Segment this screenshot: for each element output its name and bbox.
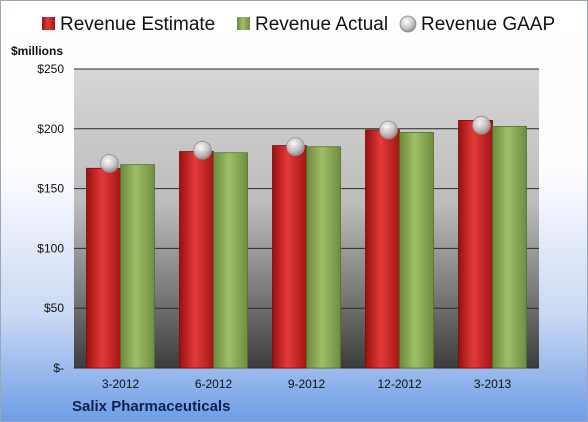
- legend-item-gaap: Revenue GAAP: [399, 14, 555, 35]
- y-tick-label: $100: [37, 241, 64, 255]
- bar-revenue-estimate: [86, 167, 121, 369]
- legend-label-actual: Revenue Actual: [255, 14, 388, 35]
- company-name: Salix Pharmaceuticals: [72, 398, 230, 415]
- legend-swatch-gaap: [399, 15, 417, 33]
- y-tick-label: $200: [37, 122, 64, 136]
- bar-revenue-actual: [306, 146, 341, 369]
- marker-revenue-gaap: [286, 137, 305, 157]
- x-tick-label: 3-2012: [102, 377, 140, 391]
- legend-swatch-estimate: [42, 17, 55, 30]
- bar-revenue-actual: [399, 131, 434, 369]
- marker-revenue-gaap: [472, 115, 491, 135]
- marker-revenue-gaap: [193, 140, 212, 160]
- y-tick-label: $50: [44, 301, 64, 315]
- marker-revenue-gaap: [379, 120, 398, 140]
- y-tick-label: $150: [37, 182, 64, 196]
- bar-revenue-estimate: [272, 145, 307, 369]
- bar-revenue-estimate: [365, 129, 400, 369]
- legend-swatch-actual: [237, 17, 250, 30]
- x-tick-label: 6-2012: [195, 377, 233, 391]
- gaap-markers-layer: [100, 115, 491, 173]
- bar-revenue-estimate: [179, 151, 214, 369]
- x-axis: 3-2012 6-2012 9-2012 12-2012 3-2013: [102, 377, 512, 391]
- y-tick-label: $-: [53, 361, 64, 375]
- legend-label-estimate: Revenue Estimate: [60, 14, 215, 35]
- y-axis: $- $50 $100 $150 $200 $250: [37, 62, 64, 375]
- x-tick-label: 9-2012: [288, 377, 326, 391]
- y-unit-label: $millions: [11, 44, 63, 58]
- legend: Revenue Estimate Revenue Actual Revenue …: [42, 14, 555, 35]
- legend-item-actual: Revenue Actual: [237, 14, 388, 35]
- y-tick-label: $250: [37, 62, 64, 76]
- legend-label-gaap: Revenue GAAP: [421, 14, 555, 35]
- bar-revenue-actual: [120, 164, 155, 369]
- x-tick-label: 3-2013: [474, 377, 512, 391]
- bars-layer: [86, 120, 527, 369]
- bar-revenue-actual: [213, 152, 248, 369]
- marker-revenue-gaap: [100, 154, 119, 173]
- bar-revenue-actual: [492, 126, 527, 369]
- legend-item-estimate: Revenue Estimate: [42, 14, 215, 35]
- x-tick-label: 12-2012: [377, 377, 421, 391]
- bar-revenue-estimate: [458, 120, 493, 369]
